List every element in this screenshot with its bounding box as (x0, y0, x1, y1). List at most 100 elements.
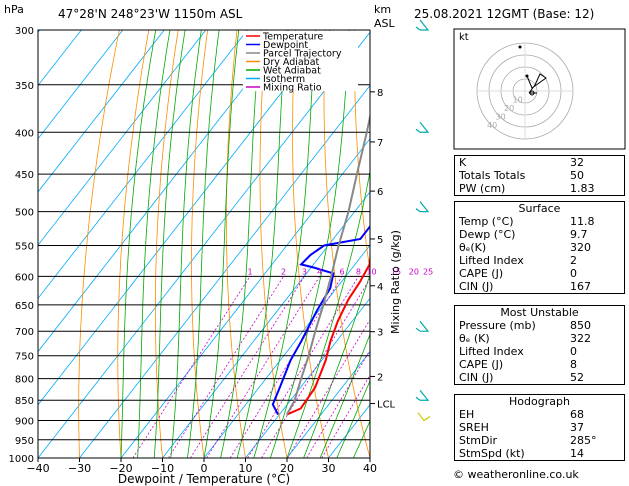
pressure-tick-label: 700 (15, 327, 34, 338)
mixing-ratio-label: 3 (302, 267, 307, 276)
pw-label: PW (cm) (459, 182, 506, 195)
unstable-label: Lifted Index (459, 345, 524, 358)
mixing-ratio-axis-label: Mixing Ratio (g/kg) (389, 230, 402, 334)
wind-barb (415, 19, 430, 31)
tt-value: 50 (570, 169, 584, 182)
isotherm-line (38, 30, 207, 246)
surface-label: Lifted Index (459, 254, 524, 267)
k-label: K (459, 156, 467, 169)
wet-adiabat-line (319, 333, 370, 458)
hodo-label: StmSpd (kt) (459, 447, 525, 460)
x-tick-label: −40 (26, 462, 49, 475)
unstable-label: CAPE (J) (459, 358, 504, 371)
x-axis-label: Dewpoint / Temperature (°C) (118, 472, 290, 486)
wind-barb (415, 320, 430, 332)
dry-adiabat-line (155, 30, 179, 458)
x-tick-label: 0 (201, 462, 208, 475)
isotherm-line (38, 30, 331, 406)
wind-barbs (415, 19, 431, 422)
parcel-trajectory-line (285, 112, 370, 416)
isotherm-line (120, 138, 370, 458)
x-tick-label: 30 (322, 462, 336, 475)
pressure-tick-label: 800 (15, 375, 34, 386)
mixing-ratio-label: 4 (317, 267, 322, 276)
hodo-value: 37 (570, 421, 584, 434)
pressure-tick-label: 900 (15, 417, 34, 428)
pressure-tick-label: 400 (15, 128, 34, 139)
unstable-label: Pressure (mb) (459, 319, 536, 332)
km-unit-label: km (374, 3, 391, 16)
isotherm-line (38, 30, 248, 300)
hodograph-frame (453, 28, 626, 150)
pressure-tick-label: 450 (15, 170, 34, 181)
hodo-row: SREH 37 (455, 421, 624, 434)
mixing-ratio-labels: 1 2 3 4 6 8 10 15 20 25 (247, 267, 433, 276)
wet-adiabat-line (153, 30, 186, 458)
isotherm-line (38, 30, 82, 87)
mixing-ratio-line (229, 276, 343, 458)
unstable-label: CIN (J) (459, 371, 494, 384)
isotherm-line (203, 244, 370, 458)
surface-value: 0 (570, 267, 577, 280)
legend-box (243, 31, 358, 91)
tt-label: Totals Totals (459, 169, 526, 182)
isotherm-line (79, 84, 370, 458)
pressure-axis: 300 350 400 450 500 550 600 650 700 750 800 850 900 9… (9, 26, 34, 465)
surface-label: CIN (J) (459, 280, 494, 293)
surface-table: Surface Temp (°C) 11.8 Dewp (°C) 9.7 θₑ(K) 32… (454, 201, 625, 294)
surface-label: Dewp (°C) (459, 228, 516, 241)
wind-barb (415, 121, 430, 133)
unstable-value: 322 (570, 332, 591, 345)
unstable-value: 8 (570, 358, 577, 371)
unstable-row: Pressure (mb) 850 (455, 319, 624, 332)
wet-adiabat-line (137, 30, 171, 458)
x-tick-label: 20 (280, 462, 294, 475)
km-tick-label: 8 (377, 88, 383, 99)
copyright-footer: © weatheronline.co.uk (453, 468, 579, 481)
hodo-label: SREH (459, 421, 489, 434)
pressure-tick-label: 950 (15, 436, 34, 447)
surface-row: CAPE (J) 0 (455, 267, 624, 280)
hpa-unit-label: hPa (4, 3, 24, 16)
pressure-tick-label: 550 (15, 241, 34, 252)
mixing-ratio-label: 8 (356, 267, 361, 276)
hodograph-ring-label: 20 (504, 104, 514, 113)
hodo-row: EH 68 (455, 408, 624, 421)
k-value: 32 (570, 156, 584, 169)
unstable-value: 52 (570, 371, 584, 384)
unstable-row: Lifted Index 0 (455, 345, 624, 358)
legend-label: Mixing Ratio (263, 83, 322, 94)
x-tick-label: 10 (239, 462, 253, 475)
km-tick-label: 7 (377, 138, 383, 149)
hodo-label: StmDir (459, 434, 498, 447)
hodograph-kt-label: kt (459, 32, 469, 43)
dry-adiabat-line (354, 30, 370, 274)
hodograph-title: Hodograph (509, 395, 570, 408)
km-tick-label: 6 (377, 187, 383, 198)
mixing-ratio-label: 2 (281, 267, 286, 276)
mixing-ratio-line (132, 276, 251, 458)
dry-adiabat-line (78, 30, 120, 458)
x-tick-label: −20 (109, 462, 132, 475)
unstable-row: CIN (J) 52 (455, 371, 624, 384)
surface-row: Dewp (°C) 9.7 (455, 228, 624, 241)
k-row: K 32 (455, 156, 624, 169)
pressure-tick-label: 650 (15, 301, 34, 312)
hodo-row: StmDir 285° (455, 434, 624, 447)
surface-row: Lifted Index 2 (455, 254, 624, 267)
isotherm-line (286, 350, 370, 458)
surface-value: 9.7 (570, 228, 588, 241)
legend-label: Parcel Trajectory (263, 49, 342, 60)
location-label: 47°28'N 248°23'W 1150m ASL (58, 7, 243, 21)
most-unstable-title: Most Unstable (500, 306, 579, 319)
isotherm-line (38, 30, 124, 140)
pressure-tick-label: 750 (15, 352, 34, 363)
wet-adiabat-line (187, 30, 220, 458)
surface-label: θₑ(K) (459, 241, 487, 254)
surface-value: 320 (570, 241, 591, 254)
mixing-ratio-label: 15 (391, 267, 401, 276)
mixing-ratio-label: 25 (423, 267, 433, 276)
km-tick-label: 2 (377, 372, 383, 383)
